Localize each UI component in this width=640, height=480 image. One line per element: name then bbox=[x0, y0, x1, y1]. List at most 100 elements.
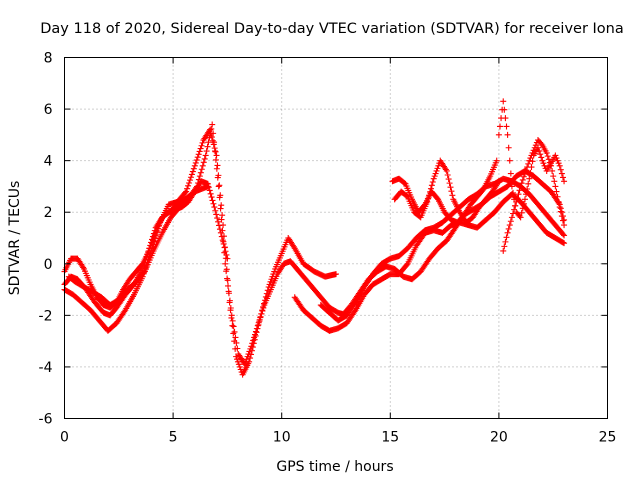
data-point bbox=[256, 316, 263, 323]
data-point bbox=[194, 154, 201, 161]
y-tick-label: 0 bbox=[44, 257, 53, 273]
data-point bbox=[561, 178, 568, 185]
data-point bbox=[188, 171, 195, 178]
data-point bbox=[445, 176, 452, 183]
axis-ticks: 0 5 10 15 20 25 -6 -4 -2 0 2 4 6 8 bbox=[39, 51, 617, 446]
data-point bbox=[351, 308, 358, 315]
data-point bbox=[559, 174, 566, 181]
data-point bbox=[221, 244, 228, 251]
data-point bbox=[192, 159, 199, 166]
data-point bbox=[449, 192, 456, 199]
grid bbox=[64, 57, 608, 419]
data-point bbox=[184, 185, 191, 192]
data-point bbox=[214, 174, 221, 181]
data-point bbox=[526, 157, 533, 164]
data-point bbox=[523, 191, 530, 198]
data-point bbox=[156, 222, 163, 229]
data-point bbox=[537, 151, 544, 158]
data-point bbox=[504, 229, 511, 236]
data-point bbox=[204, 143, 211, 150]
data-point bbox=[186, 177, 193, 184]
data-point bbox=[228, 312, 235, 319]
data-point bbox=[213, 152, 220, 159]
data-point bbox=[210, 130, 217, 137]
data-point bbox=[212, 207, 219, 214]
data-point bbox=[526, 175, 533, 182]
data-point bbox=[493, 157, 500, 164]
data-point bbox=[220, 222, 227, 229]
data-point bbox=[560, 231, 567, 238]
y-tick-label: 8 bbox=[44, 51, 53, 67]
data-point bbox=[527, 169, 534, 176]
data-point bbox=[213, 211, 220, 218]
data-point bbox=[504, 131, 511, 138]
data-point bbox=[199, 162, 206, 169]
data-point bbox=[201, 155, 208, 162]
data-point bbox=[252, 331, 259, 338]
data-point bbox=[551, 178, 558, 185]
data-point bbox=[556, 162, 563, 169]
data-point bbox=[246, 348, 253, 355]
data-point bbox=[523, 167, 530, 174]
data-point bbox=[517, 214, 524, 221]
data-point bbox=[506, 157, 513, 164]
data-point bbox=[496, 123, 503, 130]
data-point bbox=[444, 172, 451, 179]
data-point bbox=[530, 147, 537, 154]
data-point bbox=[430, 175, 437, 182]
data-point bbox=[221, 249, 228, 256]
data-point bbox=[503, 123, 510, 130]
data-point bbox=[500, 247, 507, 254]
data-point bbox=[248, 343, 255, 350]
data-point bbox=[525, 180, 532, 187]
data-point bbox=[508, 183, 515, 190]
data-point bbox=[196, 173, 203, 180]
data-point bbox=[502, 238, 509, 245]
data-point bbox=[428, 182, 435, 189]
data-point bbox=[448, 188, 455, 195]
data-point bbox=[234, 345, 241, 352]
data-point bbox=[194, 179, 201, 186]
data-point bbox=[220, 238, 227, 245]
data-point bbox=[207, 190, 214, 197]
data-point bbox=[510, 210, 517, 217]
data-point bbox=[431, 173, 438, 180]
data-point bbox=[424, 198, 431, 205]
y-tick-label: -2 bbox=[39, 308, 53, 324]
data-point bbox=[251, 334, 258, 341]
y-tick-label: 4 bbox=[44, 154, 53, 170]
data-point bbox=[426, 192, 433, 199]
data-point bbox=[225, 282, 232, 289]
data-point bbox=[519, 176, 526, 183]
data-point bbox=[222, 248, 229, 255]
data-point bbox=[260, 304, 267, 311]
data-point bbox=[561, 240, 568, 247]
y-tick-label: -4 bbox=[39, 360, 53, 376]
data-point bbox=[216, 182, 223, 189]
data-point bbox=[208, 194, 215, 201]
data-point bbox=[252, 328, 259, 335]
data-point bbox=[518, 209, 525, 216]
data-point bbox=[554, 193, 561, 200]
data-point bbox=[216, 194, 223, 201]
data-point bbox=[195, 176, 202, 183]
data-point bbox=[446, 180, 453, 187]
data-point bbox=[524, 164, 531, 171]
data-point bbox=[222, 255, 229, 262]
x-axis-label: GPS time / hours bbox=[276, 459, 393, 475]
data-point bbox=[520, 200, 527, 207]
data-point bbox=[206, 134, 213, 141]
data-point bbox=[258, 310, 265, 317]
data-point bbox=[561, 232, 568, 239]
data-point bbox=[223, 268, 230, 275]
data-point bbox=[518, 180, 525, 187]
data-point bbox=[561, 216, 568, 223]
data-point bbox=[513, 198, 520, 205]
data-point bbox=[253, 325, 260, 332]
data-point bbox=[516, 213, 523, 220]
data-point bbox=[528, 152, 535, 159]
data-point bbox=[151, 238, 158, 245]
y-axis-label: SDTVAR / TECUs bbox=[7, 181, 23, 296]
chart-title: Day 118 of 2020, Sidereal Day-to-day VTE… bbox=[40, 21, 623, 37]
